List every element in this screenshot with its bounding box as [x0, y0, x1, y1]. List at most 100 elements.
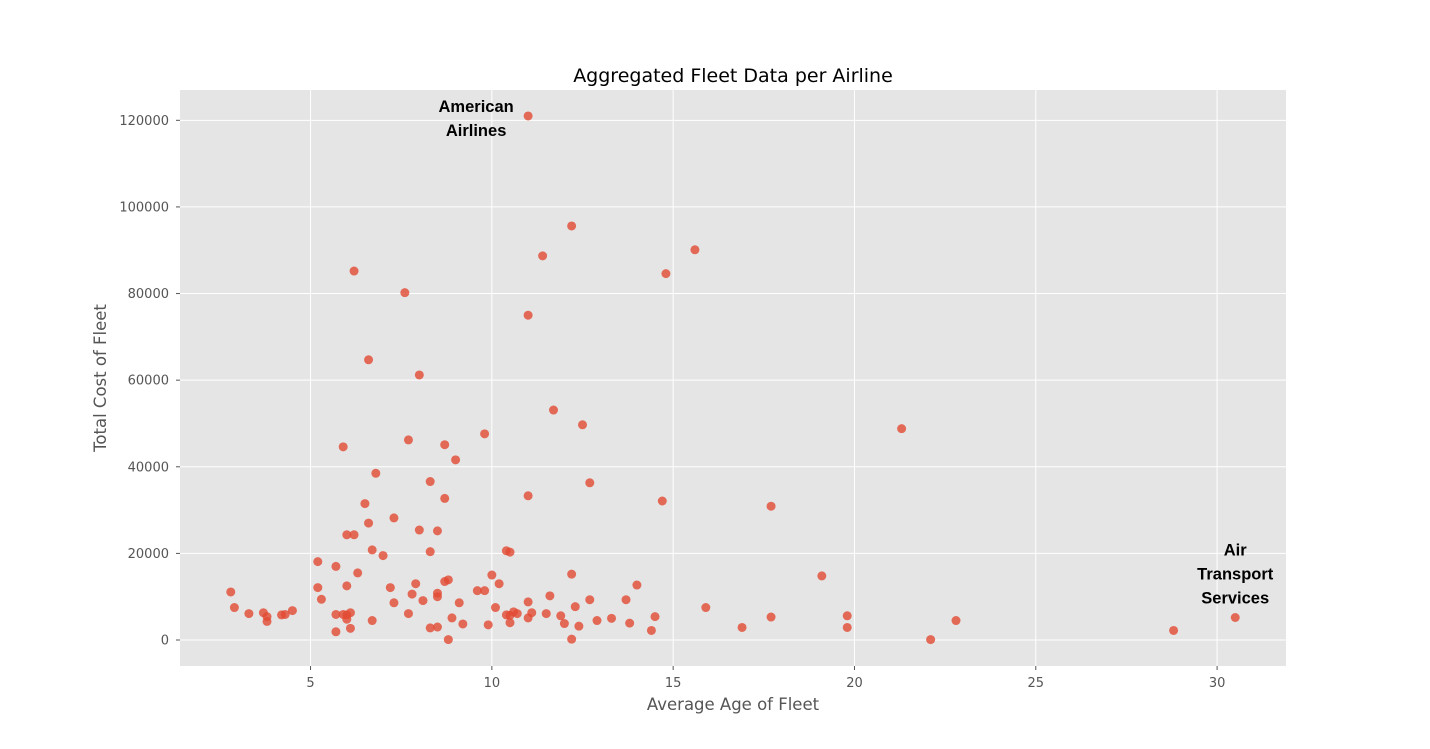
x-tick-label: 20	[846, 676, 863, 691]
data-point	[549, 405, 559, 415]
data-point	[559, 619, 569, 629]
data-point	[432, 592, 442, 602]
grid	[180, 90, 1286, 666]
data-point	[367, 616, 377, 626]
data-point	[458, 619, 468, 629]
data-point	[425, 623, 435, 633]
data-point	[345, 608, 355, 618]
y-tick-label: 100000	[119, 200, 169, 215]
data-point	[425, 547, 435, 557]
y-tick-label: 0	[161, 634, 169, 649]
data-point	[512, 609, 522, 619]
data-point	[360, 499, 370, 509]
data-point	[951, 616, 961, 626]
data-point	[541, 609, 551, 619]
y-tick-label: 20000	[128, 547, 169, 562]
data-point	[443, 575, 453, 585]
annotation-label: Airlines	[446, 122, 507, 140]
data-point	[440, 493, 450, 503]
data-point	[625, 618, 635, 628]
annotations: American Airlines Air Transport Services	[439, 98, 1274, 608]
data-point	[523, 111, 533, 121]
data-point	[262, 612, 272, 622]
data-point	[367, 545, 377, 555]
x-axis-ticks: 5 10 15 20 25 30	[306, 666, 1225, 691]
data-point	[527, 608, 537, 618]
data-point	[632, 580, 642, 590]
data-point	[440, 440, 450, 450]
data-point	[505, 618, 515, 628]
data-point	[480, 429, 490, 439]
data-point	[447, 613, 457, 623]
y-tick-label: 80000	[128, 287, 169, 302]
data-point	[400, 288, 410, 298]
data-point	[556, 611, 566, 621]
x-tick-label: 30	[1209, 676, 1226, 691]
data-point	[570, 602, 580, 612]
data-point	[432, 622, 442, 632]
data-point	[378, 551, 388, 561]
data-point	[371, 468, 381, 478]
data-point	[538, 251, 548, 261]
y-tick-label: 120000	[119, 114, 169, 129]
data-point	[331, 609, 341, 619]
data-point	[364, 518, 374, 528]
annotation-label: Services	[1201, 589, 1269, 607]
data-point	[701, 603, 711, 613]
data-point	[1230, 612, 1240, 622]
data-point	[578, 420, 588, 430]
data-point	[487, 570, 497, 580]
data-point	[229, 603, 239, 613]
data-point	[342, 530, 352, 540]
x-tick-label: 5	[306, 676, 314, 691]
annotation-label: Air	[1224, 541, 1248, 559]
data-point	[331, 561, 341, 571]
data-point	[287, 606, 297, 616]
data-point	[1169, 625, 1179, 635]
data-point	[349, 266, 359, 276]
data-point	[443, 635, 453, 645]
data-point	[646, 625, 656, 635]
data-point	[414, 370, 424, 380]
data-point	[451, 455, 461, 465]
data-point	[226, 587, 236, 597]
data-point	[454, 598, 464, 608]
x-tick-label: 10	[484, 676, 501, 691]
data-point	[897, 424, 907, 434]
data-point	[432, 526, 442, 536]
data-point	[766, 612, 776, 622]
data-point	[505, 547, 515, 557]
data-point	[490, 603, 500, 613]
data-point	[567, 634, 577, 644]
data-point	[411, 579, 421, 589]
data-point	[385, 583, 395, 593]
data-point	[690, 245, 700, 255]
data-point	[472, 586, 482, 596]
data-point	[342, 581, 352, 591]
data-point	[349, 530, 359, 540]
data-point	[483, 620, 493, 630]
data-point	[280, 609, 290, 619]
data-point	[621, 595, 631, 605]
data-point	[650, 612, 660, 622]
y-tick-label: 40000	[128, 460, 169, 475]
data-point	[567, 221, 577, 231]
data-point	[425, 477, 435, 487]
annotation-label: American	[439, 98, 514, 116]
data-point	[414, 525, 424, 535]
data-point	[585, 478, 595, 488]
data-point	[567, 569, 577, 579]
data-point	[338, 442, 348, 452]
data-point	[585, 595, 595, 605]
plot-area	[180, 90, 1286, 666]
data-point	[244, 609, 254, 619]
data-point	[607, 613, 617, 623]
y-tick-label: 60000	[128, 374, 169, 389]
data-point	[926, 635, 936, 645]
data-point	[345, 623, 355, 633]
data-point	[494, 579, 504, 589]
data-point	[313, 557, 323, 567]
y-axis-ticks: 0 20000 40000 60000 80000 100000 120000	[119, 114, 180, 649]
data-point	[523, 491, 533, 501]
